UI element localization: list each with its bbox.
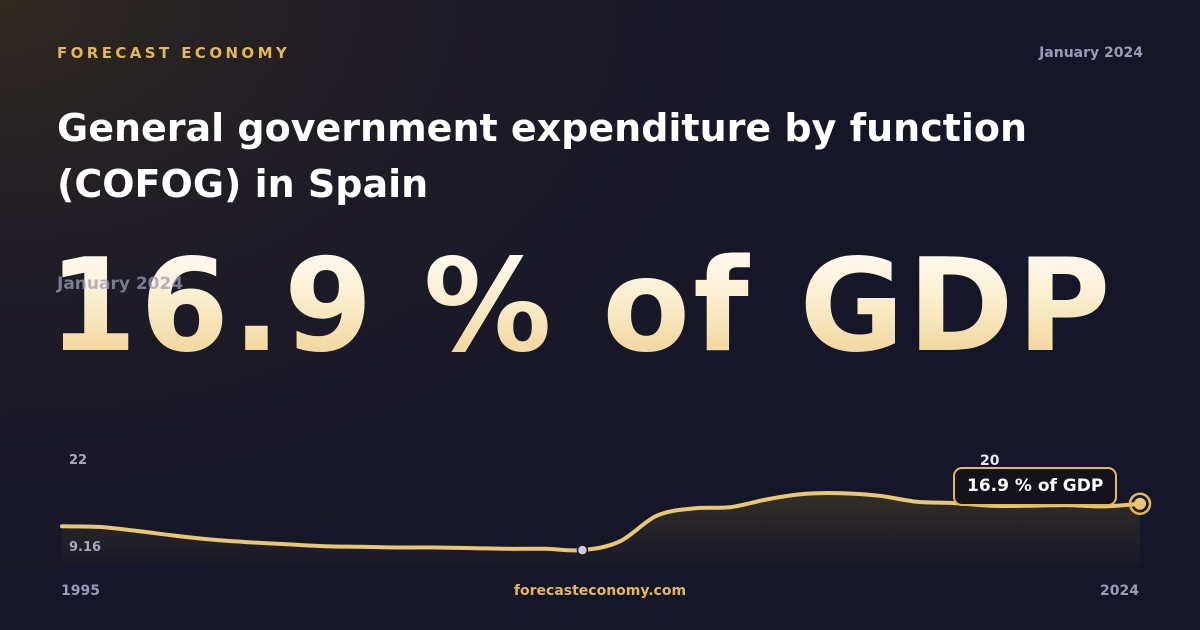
header-date: January 2024 [1039, 45, 1143, 61]
chart-point-2001 [283, 542, 287, 546]
chart-point-2015 [803, 492, 807, 496]
y-tick-max: 22 [69, 453, 88, 468]
chart-point-2004 [395, 545, 399, 549]
y-tick-min: 9.16 [69, 540, 102, 555]
chart-point-2007 [506, 547, 510, 551]
chart-point-2018 [915, 500, 919, 504]
last-value-callout: 16.9 % of GDP [953, 467, 1118, 506]
chart-point-2003 [357, 545, 361, 549]
x-axis-start-label: 1995 [61, 583, 100, 599]
footer-url[interactable]: forecasteconomy.com [513, 583, 687, 599]
chart-point-2002 [320, 544, 324, 548]
chart-point-1998 [172, 534, 176, 538]
headline-value: 16.9 % of GDP [48, 232, 1114, 381]
headline-date: January 2024 [57, 274, 184, 294]
peak-label: 20 [980, 453, 1000, 469]
chart-point-1996 [97, 525, 101, 529]
chart-end-marker-ring [1128, 492, 1152, 516]
page-title: General government expenditure by functi… [57, 106, 1028, 206]
brand-label: FORECAST ECONOMY [57, 44, 291, 62]
chart-point-1997 [134, 529, 138, 533]
chart-point-2012 [692, 506, 696, 510]
chart-point-2010 [618, 539, 622, 543]
chart-end-marker [1134, 497, 1146, 510]
chart-min-marker [576, 544, 589, 556]
chart-point-2000 [246, 540, 250, 544]
chart-point-2008 [543, 547, 547, 551]
chart-point-1995 [60, 524, 64, 528]
chart-point-2017 [878, 494, 882, 498]
chart-point-2016 [841, 491, 845, 495]
x-axis-end-label: 2024 [1100, 583, 1139, 599]
chart-point-2011 [655, 514, 659, 518]
chart-point-2006 [469, 546, 473, 550]
chart-point-2014 [766, 497, 770, 501]
chart-point-2005 [432, 545, 436, 549]
chart-point-2013 [729, 505, 733, 509]
chart-point-1999 [209, 538, 213, 542]
